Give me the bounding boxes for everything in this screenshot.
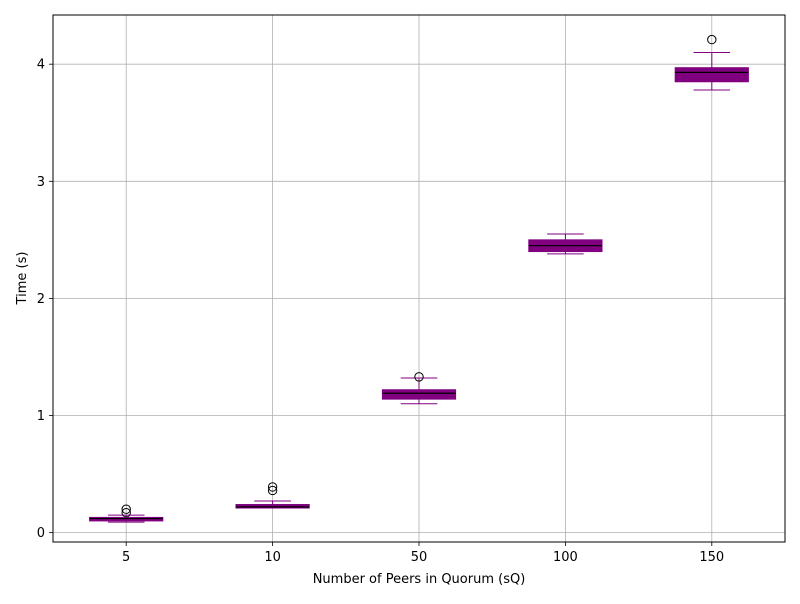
box-group	[674, 34, 749, 91]
x-tick-label: 5	[122, 550, 130, 565]
x-axis-label: Number of Peers in Quorum (sQ)	[313, 572, 526, 587]
box-iqr	[674, 67, 749, 83]
x-tick-label: 10	[264, 550, 281, 565]
outlier-point	[267, 485, 278, 496]
outlier-point	[121, 508, 131, 518]
outlier-point	[267, 482, 278, 492]
box-group	[528, 233, 603, 255]
x-tick-label: 50	[411, 550, 428, 565]
outlier-point	[414, 372, 424, 382]
x-tick-label: 150	[699, 550, 724, 565]
y-tick-label: 4	[37, 58, 45, 73]
boxes	[89, 34, 749, 523]
y-axis-label: Time (s)	[15, 252, 30, 306]
outlier-point	[707, 34, 717, 45]
ticks: 0 1 2 3 4 5 10 50 100 150	[37, 58, 724, 565]
box-group	[235, 482, 310, 509]
box-group	[89, 504, 164, 523]
y-tick-label: 3	[37, 175, 45, 190]
y-tick-label: 2	[37, 292, 45, 307]
grid	[53, 15, 785, 542]
x-tick-label: 100	[553, 550, 578, 565]
outlier-point	[121, 504, 131, 514]
y-tick-label: 1	[37, 409, 45, 424]
box-iqr	[381, 389, 457, 400]
y-tick-label: 0	[37, 526, 45, 541]
box-group	[381, 372, 457, 405]
